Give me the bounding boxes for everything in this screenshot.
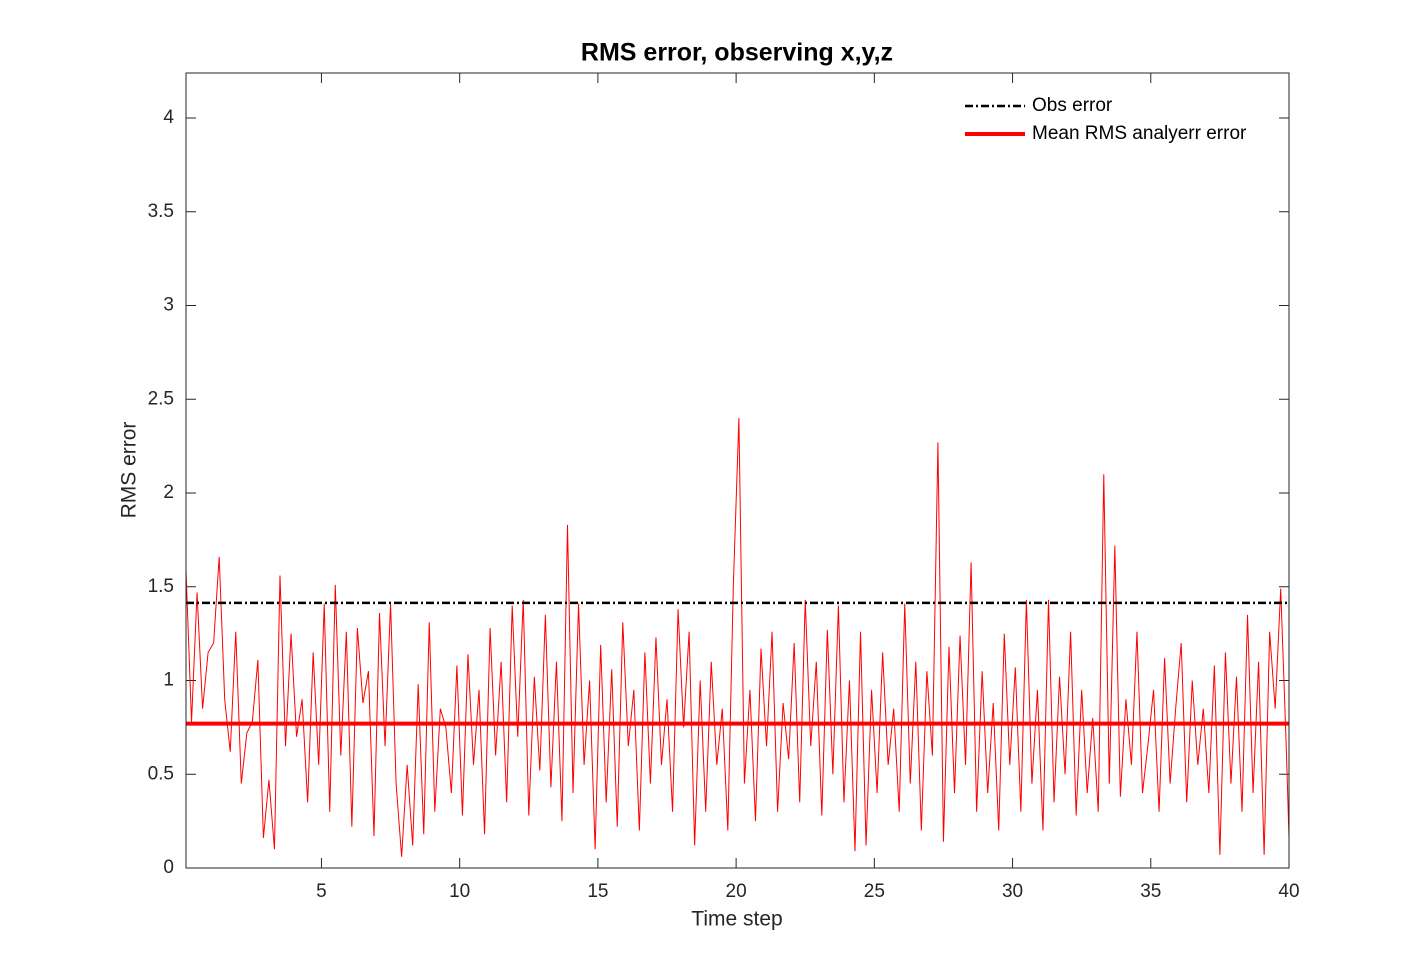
- x-tick-label: 35: [1140, 881, 1161, 902]
- legend-label: Mean RMS analyerr error: [1032, 123, 1247, 144]
- x-tick-label: 20: [726, 881, 747, 902]
- y-tick-label: 2: [163, 482, 174, 503]
- y-tick-label: 0: [163, 857, 174, 878]
- chart-title: RMS error, observing x,y,z: [581, 39, 893, 67]
- y-tick-label: 4: [163, 107, 174, 128]
- x-tick-label: 25: [864, 881, 885, 902]
- x-tick-label: 5: [316, 881, 327, 902]
- y-tick-label: 3.5: [148, 201, 174, 222]
- plot-frame: [185, 72, 1290, 869]
- x-tick-label: 15: [587, 881, 608, 902]
- legend-label: Obs error: [1032, 95, 1113, 116]
- y-tick-label: 3: [163, 295, 174, 316]
- data-line: [185, 417, 1290, 857]
- x-tick-label: 10: [449, 881, 470, 902]
- y-axis-label: RMS error: [118, 422, 141, 519]
- x-tick-label: 30: [1002, 881, 1023, 902]
- y-tick-label: 0.5: [148, 763, 174, 784]
- x-tick-label: 40: [1278, 881, 1299, 902]
- x-axis-label: Time step: [691, 908, 782, 931]
- y-tick-label: 1.5: [148, 576, 174, 597]
- y-tick-label: 2.5: [148, 388, 174, 409]
- y-tick-label: 1: [163, 670, 174, 691]
